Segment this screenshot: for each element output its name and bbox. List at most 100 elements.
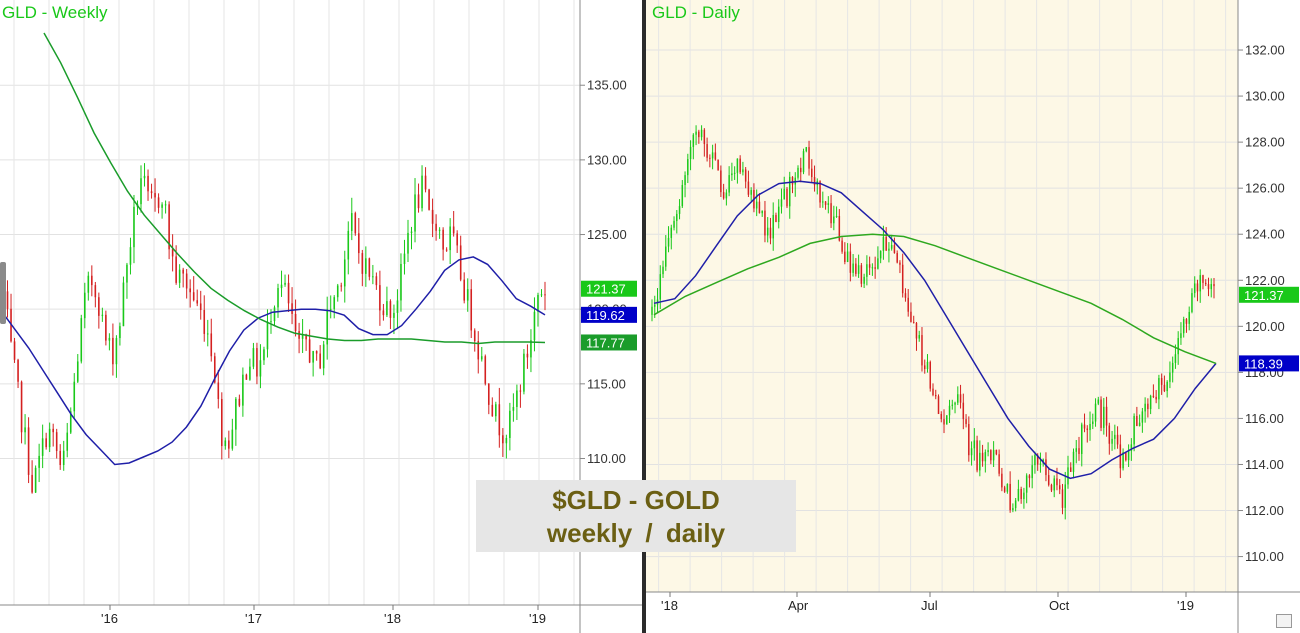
candle-body	[178, 269, 181, 283]
candle-body	[502, 435, 504, 444]
y-tick-label: 130.00	[587, 152, 627, 167]
candle-body	[382, 310, 385, 316]
candle-body	[970, 448, 973, 456]
y-tick-label: 122.00	[1245, 273, 1285, 288]
candle-body	[1058, 485, 1061, 490]
candle-body	[192, 292, 195, 301]
candle-body	[438, 229, 441, 231]
candle-body	[722, 192, 725, 199]
candle-body	[1210, 284, 1212, 290]
candle-body	[491, 404, 494, 417]
candle-body	[968, 424, 970, 456]
candle-body	[1147, 403, 1149, 410]
candle-body	[221, 398, 223, 447]
candle-body	[1166, 381, 1168, 392]
scroll-right-button[interactable]	[1276, 614, 1292, 628]
candle-body	[336, 285, 339, 298]
x-tick-label: Oct	[1049, 598, 1070, 613]
y-tick-label: 128.00	[1245, 135, 1285, 150]
candle-body	[203, 310, 206, 334]
candle-body	[1149, 395, 1152, 410]
candle-body	[791, 176, 794, 185]
candle-body	[263, 349, 265, 361]
panel-resize-handle[interactable]	[0, 262, 6, 324]
candle-body	[526, 353, 529, 358]
candle-body	[739, 158, 741, 173]
candle-body	[154, 193, 156, 198]
candle-body	[119, 326, 121, 339]
candle-body	[537, 294, 539, 312]
y-tick-label: 112.00	[1245, 503, 1284, 518]
candle-body	[946, 415, 948, 425]
candle-body	[1078, 448, 1080, 454]
candle-body	[301, 334, 304, 339]
candle-body	[1152, 395, 1155, 397]
candle-body	[319, 353, 321, 369]
candle-body	[217, 382, 220, 399]
candle-body	[689, 146, 692, 160]
candle-body	[1122, 452, 1124, 469]
candle-body	[256, 348, 258, 377]
candle-body	[52, 428, 54, 433]
candle-body	[1017, 488, 1020, 501]
candle-body	[678, 206, 681, 214]
y-tick-label: 114.00	[1245, 457, 1284, 472]
candle-body	[1039, 463, 1042, 465]
candle-body	[673, 220, 675, 228]
candle-body	[833, 216, 835, 224]
candle-body	[340, 285, 343, 287]
candle-body	[846, 251, 849, 263]
candle-body	[544, 294, 546, 296]
candle-body	[706, 144, 708, 158]
candle-body	[393, 312, 395, 318]
candle-body	[662, 266, 664, 275]
candle-body	[66, 432, 69, 451]
candle-body	[954, 402, 956, 405]
candle-body	[1191, 293, 1193, 312]
candle-body	[1001, 473, 1003, 488]
candle-body	[435, 223, 437, 231]
candle-body	[407, 232, 409, 254]
candle-body	[361, 253, 364, 274]
candle-body	[280, 284, 283, 289]
candle-body	[844, 251, 846, 263]
candle-body	[764, 210, 766, 236]
candle-body	[1023, 492, 1025, 500]
candle-body	[780, 199, 783, 207]
candle-body	[855, 263, 857, 274]
moving-average-line	[0, 256, 546, 466]
candle-body	[1108, 425, 1111, 444]
candle-body	[196, 300, 199, 304]
candle-body	[273, 307, 276, 322]
candle-body	[921, 335, 923, 366]
x-tick-label: '16	[101, 611, 118, 626]
candle-body	[720, 170, 722, 193]
y-tick-label: 130.00	[1245, 89, 1285, 104]
chart-caption: $GLD - GOLD weekly / daily	[476, 480, 796, 552]
moving-average-line	[653, 180, 1217, 480]
candle-body	[769, 227, 772, 239]
candle-body	[487, 383, 490, 405]
candle-body	[901, 264, 904, 294]
candle-body	[747, 181, 750, 195]
candle-body	[6, 291, 9, 309]
candle-body	[329, 308, 332, 310]
candle-body	[857, 265, 860, 274]
candle-body	[1171, 362, 1174, 373]
candle-body	[979, 452, 981, 471]
candle-body	[667, 237, 670, 247]
candle-body	[242, 374, 244, 406]
candle-body	[245, 374, 248, 380]
candle-body	[659, 274, 662, 300]
x-tick-label: Apr	[788, 598, 809, 613]
candle-body	[1207, 284, 1210, 290]
candle-body	[654, 304, 656, 307]
candle-body	[758, 201, 761, 214]
candle-body	[670, 227, 673, 238]
candle-body	[1103, 406, 1105, 428]
candle-body	[470, 289, 473, 331]
candle-body	[1160, 378, 1163, 385]
candle-body	[742, 169, 744, 173]
candle-body	[1193, 283, 1196, 294]
candle-body	[1141, 411, 1144, 423]
